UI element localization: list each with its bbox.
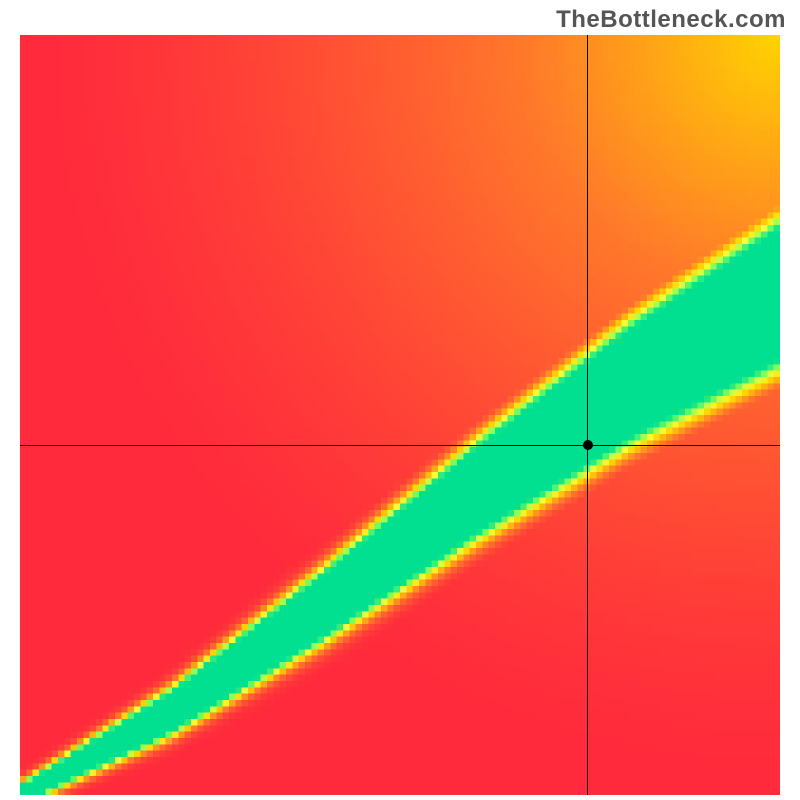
watermark-text: TheBottleneck.com: [556, 6, 786, 34]
heatmap-canvas: [20, 35, 780, 795]
crosshair-vertical: [587, 35, 588, 795]
crosshair-horizontal: [20, 445, 780, 446]
chart-container: TheBottleneck.com: [0, 0, 800, 800]
